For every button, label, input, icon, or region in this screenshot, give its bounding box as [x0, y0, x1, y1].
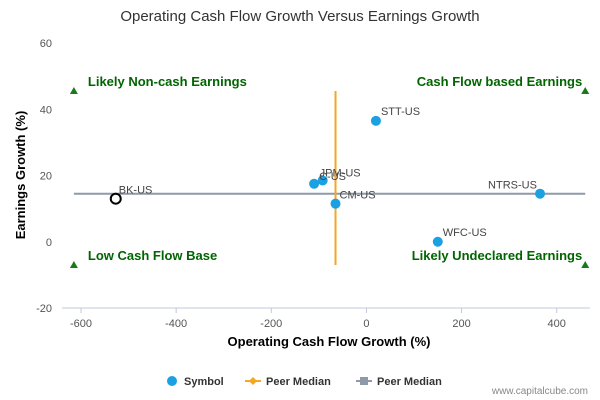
data-point [330, 198, 341, 209]
x-axis-label: Operating Cash Flow Growth (%) [228, 334, 431, 349]
point-label: STT-US [381, 106, 420, 118]
credit-text: www.capitalcube.com [491, 386, 588, 397]
data-point [432, 236, 443, 247]
legend-item[interactable]: Symbol [167, 376, 224, 388]
peer-median-lines [73, 91, 586, 265]
legend-diamond-icon [249, 377, 257, 385]
x-tick-label: 400 [548, 318, 566, 330]
quadrant-marker [581, 260, 590, 268]
y-tick-label: 20 [40, 171, 52, 183]
point-label: C-US [319, 171, 346, 183]
legend-item[interactable]: Peer Median [356, 376, 442, 388]
quadrant-label: Low Cash Flow Base [88, 248, 217, 263]
x-tick-label: 0 [363, 318, 369, 330]
legend-square-icon [360, 377, 368, 385]
x-axis-ticks: -600 -400 -200 0 200 400 [70, 308, 566, 330]
x-tick-label: 200 [452, 318, 470, 330]
legend[interactable]: Symbol Peer Median Peer Median [167, 376, 442, 388]
y-axis-label: Earnings Growth (%) [13, 111, 28, 240]
quadrant-marker [69, 260, 78, 268]
chart-title: Operating Cash Flow Growth Versus Earnin… [120, 8, 479, 25]
y-tick-label: 0 [46, 237, 52, 249]
point-label: CM-US [340, 190, 376, 202]
point-label: WFC-US [443, 227, 487, 239]
quadrant-marker [581, 87, 590, 95]
x-tick-label: -400 [165, 318, 187, 330]
y-tick-label: -20 [36, 303, 52, 315]
quadrant-label: Cash Flow based Earnings [417, 74, 582, 89]
data-points: STT-US JPM-USC-US CM-US NTRS-US WFC-US BK-US [109, 106, 546, 247]
y-tick-label: 40 [40, 104, 52, 116]
data-point [317, 175, 328, 186]
point-label: NTRS-US [488, 180, 537, 192]
legend-label: Peer Median [266, 376, 331, 388]
y-axis-ticks: -20 0 20 40 60 [36, 38, 52, 315]
x-tick-label: -600 [70, 318, 92, 330]
data-point [370, 115, 381, 126]
legend-label: Symbol [184, 376, 224, 388]
point-label: BK-US [119, 185, 153, 197]
legend-label: Peer Median [377, 376, 442, 388]
quadrant-marker [69, 87, 78, 95]
quadrant-label: Likely Non-cash Earnings [88, 74, 247, 89]
data-point [109, 192, 122, 205]
legend-item[interactable]: Peer Median [245, 376, 331, 388]
legend-circle-icon [167, 376, 177, 386]
quadrant-label: Likely Undeclared Earnings [412, 248, 583, 263]
point-label: JPM-US [320, 167, 361, 179]
data-point [309, 178, 320, 189]
data-point [535, 188, 546, 199]
quadrant-labels: Likely Non-cash Earnings Cash Flow based … [69, 74, 590, 268]
x-tick-label: -200 [260, 318, 282, 330]
y-tick-label: 60 [40, 38, 52, 50]
